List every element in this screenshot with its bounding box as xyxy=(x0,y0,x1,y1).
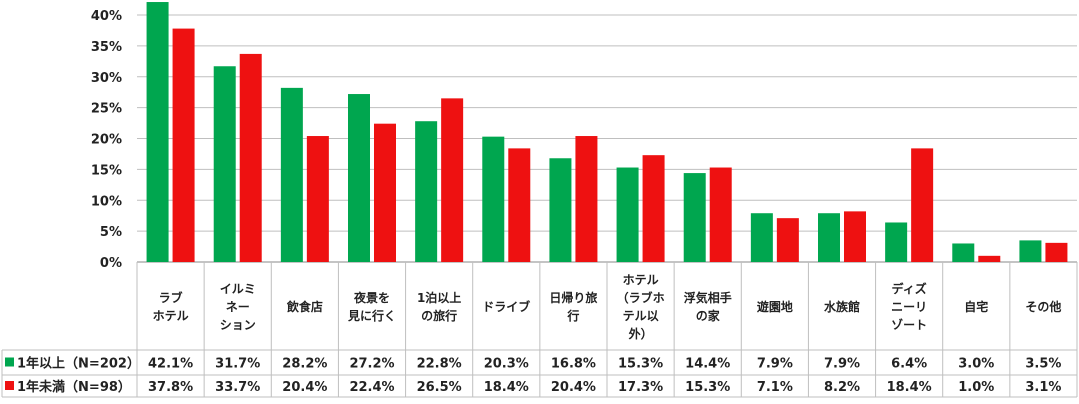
data-label: 22.8% xyxy=(417,357,462,372)
data-label: 3.1% xyxy=(1025,380,1061,395)
bar-series-1 xyxy=(885,222,908,262)
legend-key-series-2 xyxy=(5,381,14,390)
bar-series-1 xyxy=(280,87,303,263)
data-label: 8.2% xyxy=(824,380,860,395)
x-category-label: 遊園地 xyxy=(757,299,793,314)
y-tick-label: 25% xyxy=(91,102,122,117)
y-tick-label: 0% xyxy=(100,256,122,271)
x-category-label: ホテル xyxy=(623,273,659,287)
y-tick-label: 30% xyxy=(91,71,122,86)
data-label: 15.3% xyxy=(685,380,730,395)
x-category-label: 日帰り旅 xyxy=(549,290,597,305)
x-category-label: ニーリ xyxy=(891,300,927,314)
x-category-label: ドライブ xyxy=(482,299,530,314)
data-label: 18.4% xyxy=(484,380,529,395)
data-label: 7.9% xyxy=(824,357,860,372)
bar-series-1 xyxy=(683,173,706,262)
data-label: 7.1% xyxy=(757,380,793,395)
legend-label-series-1: 1年以上（N=202） xyxy=(17,356,140,372)
bar-series-1 xyxy=(348,94,370,262)
bar-series-1 xyxy=(616,167,639,262)
data-label: 14.4% xyxy=(685,357,730,372)
bar-series-1 xyxy=(818,213,840,262)
x-category-label: 1泊以上 xyxy=(417,290,461,305)
bar-series-1 xyxy=(146,2,169,262)
x-category-label: の家 xyxy=(696,308,721,323)
x-category-label: ネー xyxy=(226,300,250,314)
data-label: 37.8% xyxy=(148,380,193,395)
y-tick-label: 5% xyxy=(100,225,122,240)
x-category-label: ラブ xyxy=(159,290,183,305)
x-category-label: 夜景を xyxy=(353,290,390,305)
x-category-label: 水族館 xyxy=(824,299,860,314)
bar-series-2 xyxy=(978,255,1001,262)
data-label: 33.7% xyxy=(215,380,260,395)
x-category-label: テル以 xyxy=(623,309,659,323)
data-label: 6.4% xyxy=(891,357,927,372)
data-label: 3.5% xyxy=(1025,357,1061,372)
data-label: 16.8% xyxy=(551,357,596,372)
x-category-label: 見に行く xyxy=(347,308,396,323)
data-label: 28.2% xyxy=(282,357,327,372)
x-category-label: 行 xyxy=(566,308,579,323)
data-label: 3.0% xyxy=(958,357,994,372)
bar-series-2 xyxy=(1045,242,1068,262)
bar-series-2 xyxy=(306,136,329,262)
bar-series-1 xyxy=(549,158,572,262)
data-label: 20.3% xyxy=(484,357,529,372)
data-label: 20.4% xyxy=(282,380,327,395)
y-tick-label: 10% xyxy=(91,194,122,209)
data-label: 17.3% xyxy=(618,380,663,395)
bar-series-2 xyxy=(374,123,396,263)
bar-series-2 xyxy=(575,136,598,262)
bar-series-2 xyxy=(844,211,866,262)
x-category-label: 浮気相手 xyxy=(684,290,732,305)
bar-series-1 xyxy=(952,243,975,262)
y-tick-label: 35% xyxy=(91,40,122,55)
bar-series-2 xyxy=(776,218,799,262)
x-category-label: 飲食店 xyxy=(286,299,323,314)
data-label: 42.1% xyxy=(148,357,193,372)
legend-label-series-2: 1年未満（N=98） xyxy=(17,379,131,395)
y-tick-label: 40% xyxy=(91,9,122,24)
bar-series-2 xyxy=(911,148,934,262)
x-category-label: ゾート xyxy=(891,317,927,332)
x-category-label: の旅行 xyxy=(421,308,457,323)
x-category-label: （ラブホ xyxy=(617,290,665,305)
data-label: 26.5% xyxy=(417,380,462,395)
x-category-label: イルミ xyxy=(220,282,256,296)
data-label: 15.3% xyxy=(618,357,663,372)
bar-series-2 xyxy=(709,167,732,262)
x-category-label: ディズ xyxy=(892,281,927,296)
x-category-label: 自宅 xyxy=(964,299,988,314)
bar-series-1 xyxy=(415,121,438,263)
data-label: 22.4% xyxy=(349,380,394,395)
bar-series-1 xyxy=(482,136,505,262)
x-category-label: ホテル xyxy=(153,309,189,323)
data-label: 20.4% xyxy=(551,380,596,395)
bar-series-1 xyxy=(750,213,773,262)
bar-series-2 xyxy=(642,155,665,262)
y-tick-label: 15% xyxy=(91,163,122,178)
data-label: 7.9% xyxy=(757,357,793,372)
x-category-label: 外） xyxy=(629,326,653,341)
bar-series-1 xyxy=(213,66,236,262)
data-label: 31.7% xyxy=(215,357,260,372)
bar-series-2 xyxy=(172,28,195,263)
bar-series-1 xyxy=(1019,240,1042,262)
bar-series-2 xyxy=(508,148,531,262)
bar-series-2 xyxy=(239,53,262,263)
x-category-label: その他 xyxy=(1025,299,1061,314)
legend-key-series-1 xyxy=(5,357,14,367)
bar-series-2 xyxy=(441,98,464,262)
data-label: 27.2% xyxy=(349,357,394,372)
x-category-label: ション xyxy=(220,318,256,332)
data-label: 18.4% xyxy=(887,380,932,395)
data-label: 1.0% xyxy=(958,380,994,395)
y-tick-label: 20% xyxy=(91,133,122,148)
